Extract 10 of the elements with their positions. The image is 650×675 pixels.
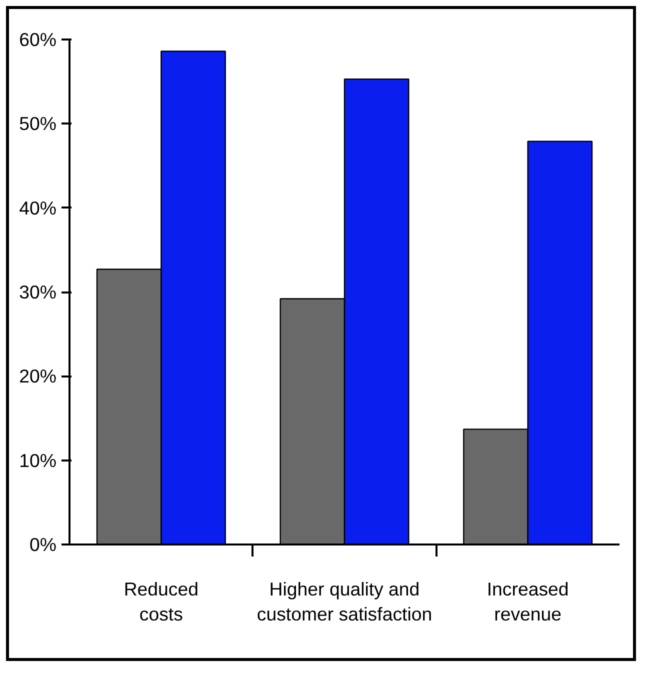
- x-tick-label: Increased revenue: [486, 578, 569, 625]
- y-tick-label: 40%: [19, 197, 57, 218]
- y-tick-label: 30%: [19, 282, 57, 302]
- y-tick-label: 10%: [19, 450, 57, 471]
- y-tick-label: 50%: [19, 113, 57, 134]
- y-tick-label: 20%: [19, 366, 57, 387]
- x-tick-label: Reduced costs: [124, 578, 199, 625]
- y-tick-label: 0%: [30, 534, 57, 555]
- x-tick-label: Higher quality and customer satisfaction: [256, 578, 432, 625]
- y-tick-label: 60%: [19, 29, 57, 50]
